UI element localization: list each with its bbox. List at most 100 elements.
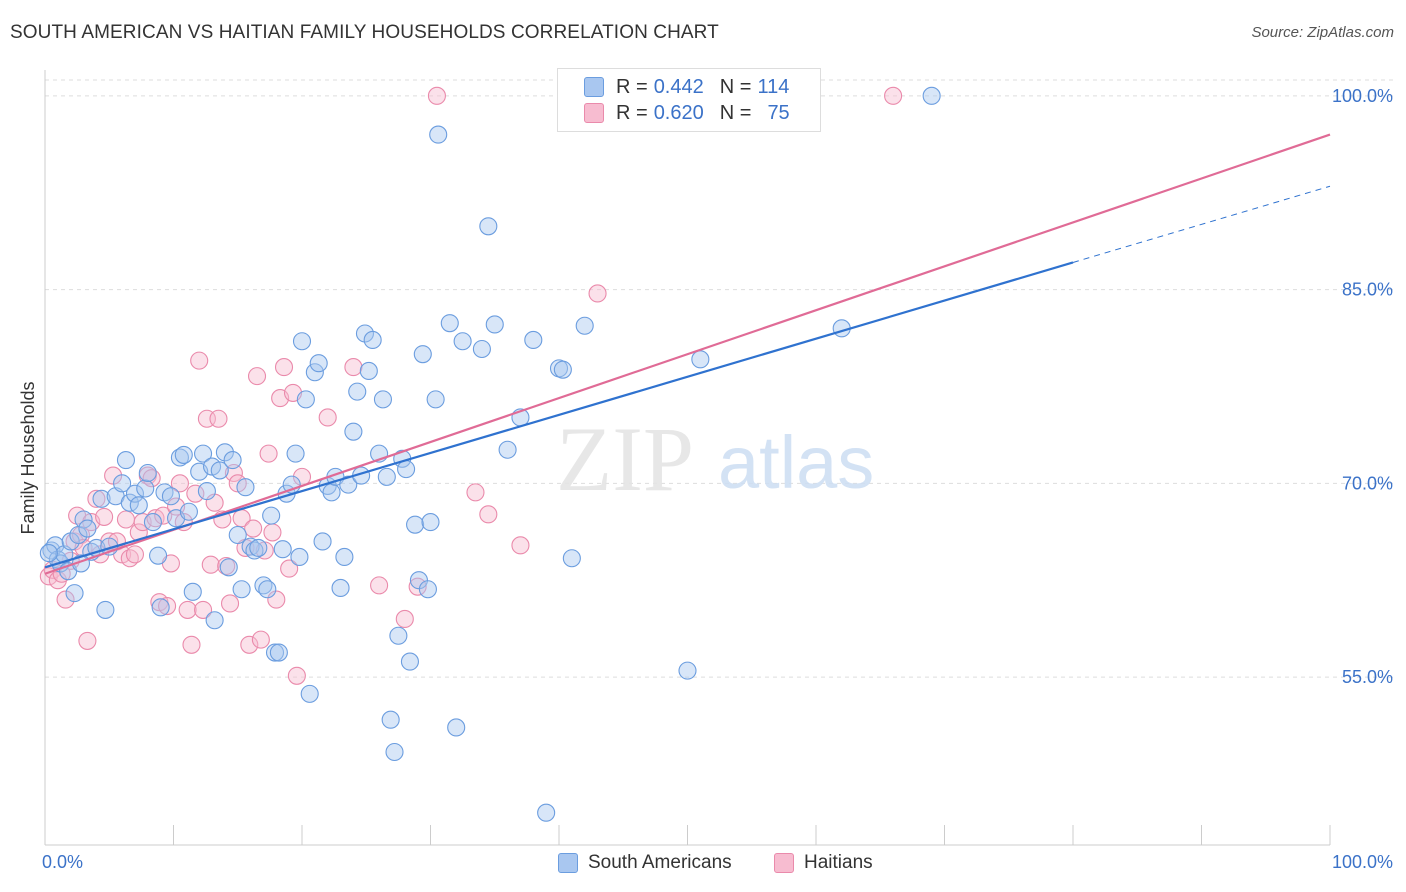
haitian-point xyxy=(466,483,485,502)
south-american-point xyxy=(232,580,251,599)
haitian-point xyxy=(280,559,299,578)
south-american-point xyxy=(339,475,358,494)
south-american-point xyxy=(136,479,155,498)
south-n-label: N = xyxy=(719,75,752,98)
haitian-point xyxy=(178,600,197,619)
axes xyxy=(44,70,1331,846)
haitian-point xyxy=(427,86,446,105)
south-american-point xyxy=(39,544,58,563)
haitian-point xyxy=(274,358,294,377)
haitian-point xyxy=(224,463,243,483)
stats-legend: R = 0.442 N = 114 R = 0.620 N = 75 xyxy=(557,68,821,132)
south-american-point xyxy=(313,532,332,551)
south-american-point xyxy=(377,467,396,486)
y-tick-label: 70.0% xyxy=(1342,473,1393,493)
south-american-point xyxy=(485,315,504,334)
south-american-point xyxy=(453,332,472,351)
south-american-point xyxy=(381,710,400,729)
haitian-n-label: N = xyxy=(719,101,752,124)
haitian-point xyxy=(116,510,136,529)
haitian-point xyxy=(158,596,177,616)
south-american-point xyxy=(286,444,305,463)
y-tick-label: 85.0% xyxy=(1342,280,1393,300)
south-american-point xyxy=(138,463,157,483)
south-american-point xyxy=(96,600,115,619)
south-american-point xyxy=(223,451,242,470)
south-american-point xyxy=(400,652,419,671)
x-tick-label-max: 100.0% xyxy=(1332,852,1393,872)
south-american-point xyxy=(265,643,285,662)
south-american-point xyxy=(74,510,93,529)
south-american-regression-line xyxy=(44,261,1074,569)
haitian-points xyxy=(39,86,903,685)
haitian-point xyxy=(186,484,205,503)
haitian-point xyxy=(56,590,75,609)
south-american-point xyxy=(129,496,148,515)
south-american-point xyxy=(426,390,445,409)
haitian-legend-label: Haitians xyxy=(804,852,873,873)
haitian-swatch xyxy=(584,103,604,123)
south-american-point xyxy=(269,643,288,662)
south-american-point xyxy=(179,502,198,521)
south-american-point xyxy=(197,482,216,501)
watermark: ZIP atlas xyxy=(556,408,874,510)
haitian-point xyxy=(267,590,286,609)
south-american-point xyxy=(219,558,238,577)
haitian-point xyxy=(194,600,213,619)
haitian-point xyxy=(884,86,903,105)
south-american-point xyxy=(359,361,378,381)
haitian-point xyxy=(125,545,144,564)
haitian-r-value: 0.620 xyxy=(653,101,704,124)
south-american-point xyxy=(205,611,224,630)
watermark-atlas: atlas xyxy=(718,421,874,504)
south-american-point xyxy=(92,489,111,508)
south-american-point xyxy=(331,578,350,598)
south-american-point xyxy=(472,339,491,359)
y-tick-label: 100.0% xyxy=(1332,86,1393,106)
south-american-point xyxy=(236,478,255,497)
south-american-point xyxy=(143,513,162,532)
y-tick-label: 55.0% xyxy=(1342,667,1393,687)
south-american-point xyxy=(296,390,315,409)
haitian-point xyxy=(182,635,201,654)
chart-title: SOUTH AMERICAN VS HAITIAN FAMILY HOUSEHO… xyxy=(10,22,719,43)
south-american-point xyxy=(65,584,84,603)
south-american-point xyxy=(537,803,556,822)
haitian-point xyxy=(395,609,414,629)
south-n-value: 114 xyxy=(757,75,790,98)
south-american-point xyxy=(385,742,404,762)
south-american-point xyxy=(373,390,393,409)
south-american-legend-label: South Americans xyxy=(588,852,732,873)
south-american-point xyxy=(562,549,581,568)
haitian-point xyxy=(201,555,220,574)
haitian-point xyxy=(95,507,114,526)
haitian-regression-line xyxy=(44,133,1331,575)
haitian-point xyxy=(78,631,97,650)
south-american-point xyxy=(348,382,367,401)
haitian-point xyxy=(209,409,228,428)
haitian-point xyxy=(318,408,337,427)
south-american-point xyxy=(447,718,466,737)
south-american-point xyxy=(258,580,277,599)
haitian-point xyxy=(247,367,267,386)
south-american-point xyxy=(524,330,543,350)
south-american-point xyxy=(344,422,363,441)
south-american-point xyxy=(678,661,697,680)
south-american-point xyxy=(113,474,132,493)
x-tick-label-min: 0.0% xyxy=(42,852,83,872)
haitian-point xyxy=(287,666,306,685)
south-american-point xyxy=(335,547,354,567)
regression-lines xyxy=(44,133,1331,575)
south-american-point xyxy=(262,506,281,525)
south-american-point xyxy=(498,440,517,459)
south-american-point xyxy=(249,538,268,557)
south-american-point xyxy=(418,580,437,599)
south-american-point xyxy=(151,598,170,617)
south-american-point xyxy=(215,443,234,462)
south-american-point xyxy=(421,513,440,532)
south-american-point xyxy=(210,461,229,480)
y-axis-label: Family Households xyxy=(18,381,38,534)
south-american-point xyxy=(149,546,168,565)
south-american-regression-extension xyxy=(1072,185,1331,263)
